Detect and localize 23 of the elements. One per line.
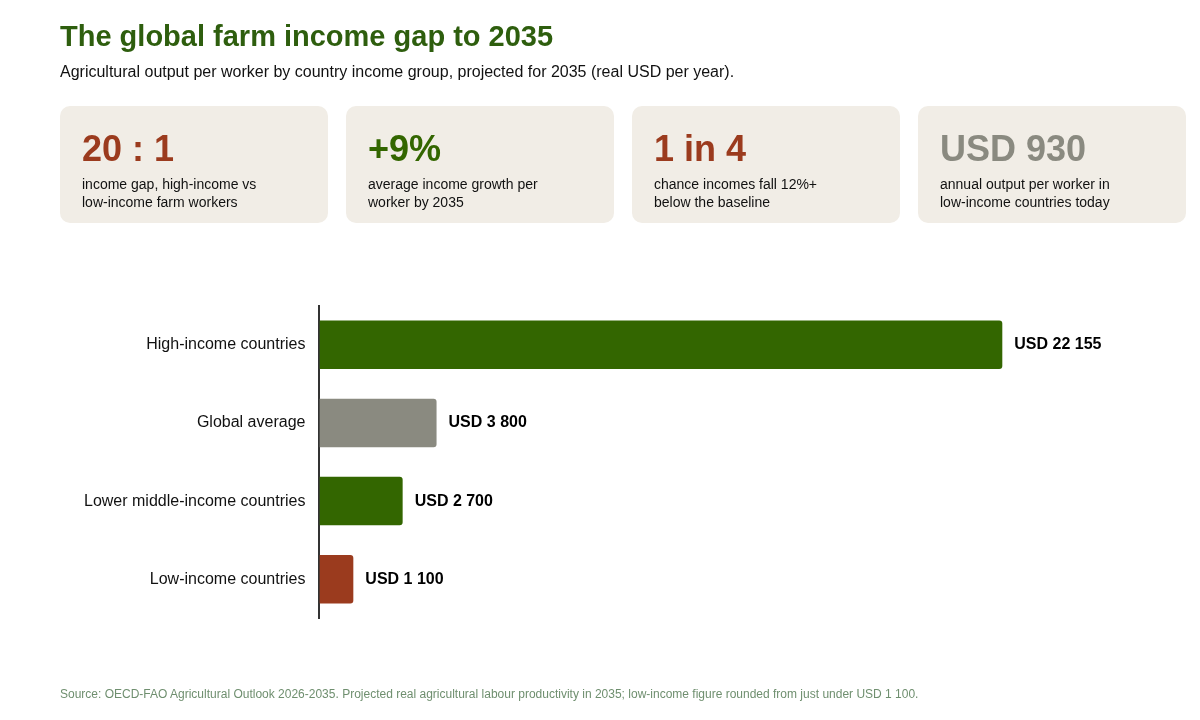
y-tick-label: Lower middle-income countries (83, 491, 306, 509)
bar (319, 476, 403, 526)
category-label: +9% (368, 128, 442, 170)
text: The global farm income gap to 2035 (60, 20, 554, 53)
data-label: USD 1 100 (365, 569, 444, 587)
text: average income growth per worker by 2035 (368, 175, 539, 211)
bar (319, 320, 1003, 369)
data-label: USD 22 155 (1014, 335, 1102, 353)
bar (319, 398, 437, 448)
y-tick-label: High-income countries (146, 335, 306, 353)
y-tick-label: Global average (196, 413, 306, 431)
category-label: USD 930 (940, 128, 1087, 170)
y-tick-label: Low-income countries (149, 569, 306, 587)
category-label: 20 : 1 (82, 128, 175, 170)
text: Agricultural output per worker by country income group, projected for 2035 (real USD per year). (60, 63, 735, 81)
text: income gap, high-income vs low-income farm workers (82, 175, 258, 211)
data-label: USD 3 800 (448, 413, 527, 431)
text: chance incomes fall 12%+ below the baseline (654, 175, 819, 211)
text: annual output per worker in low-income countries today (940, 175, 1111, 211)
category-label: 1 in 4 (654, 128, 747, 170)
source-note: Source: OECD-FAO Agricultural Outlook 2026-2035. Projected real agricultural labour productivity in 2035; low-income figure rounded from just under USD 1 100. (60, 687, 919, 701)
bar (319, 555, 354, 604)
data-label: USD 2 700 (414, 491, 494, 509)
